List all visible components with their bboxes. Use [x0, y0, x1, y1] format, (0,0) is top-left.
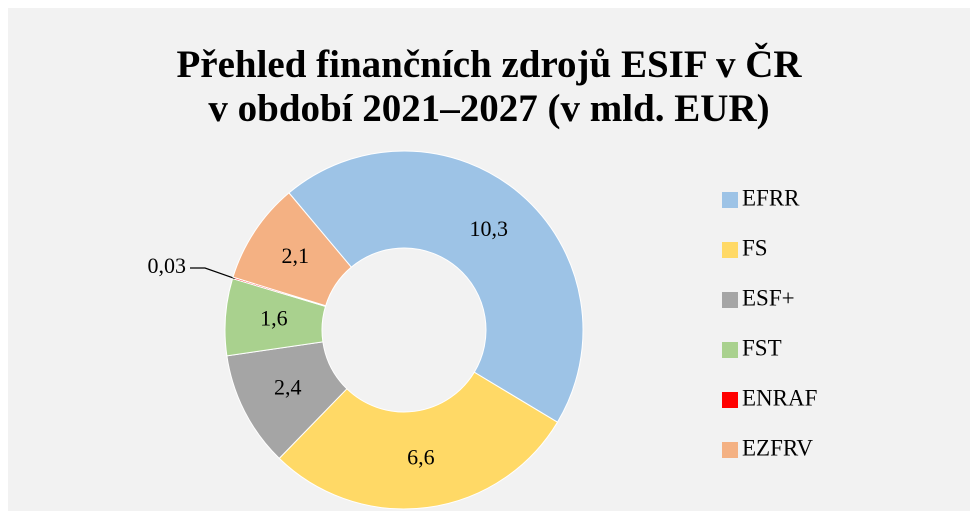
donut-slice — [288, 150, 584, 423]
legend-label: EFRR — [742, 185, 800, 210]
data-label: 0,03 — [148, 253, 187, 278]
leader-line — [190, 267, 235, 279]
legend-label: EZFRV — [742, 435, 813, 460]
donut-slice — [232, 192, 352, 307]
legend-swatch — [722, 292, 738, 308]
legend-swatch — [722, 192, 738, 208]
legend-label: ENRAF — [742, 385, 817, 410]
data-label: 2,1 — [282, 243, 310, 268]
legend-label: ESF+ — [742, 285, 795, 310]
legend-swatch — [722, 442, 738, 458]
legend-swatch — [722, 242, 738, 258]
legend-label: FST — [742, 335, 782, 360]
chart-title: Přehled finančních zdrojů ESIF v ČR — [176, 41, 802, 86]
data-label: 6,6 — [407, 444, 435, 469]
chart-title: v období 2021–2027 (v mld. EUR) — [208, 87, 769, 130]
donut-slice — [278, 371, 559, 510]
data-label: 1,6 — [260, 305, 288, 330]
legend-swatch — [722, 392, 738, 408]
data-label: 10,3 — [470, 216, 509, 241]
data-label: 2,4 — [274, 374, 302, 399]
legend-label: FS — [742, 235, 768, 260]
legend-swatch — [722, 342, 738, 358]
